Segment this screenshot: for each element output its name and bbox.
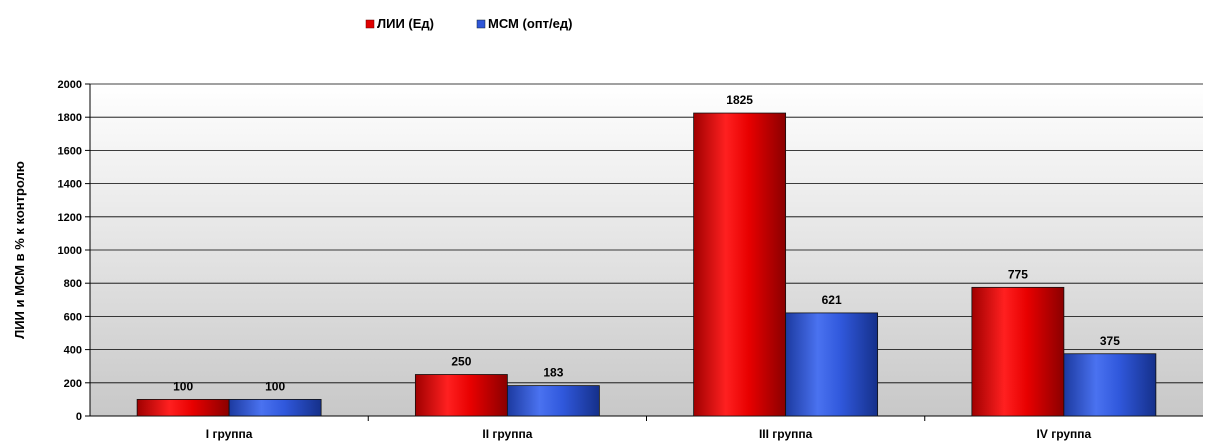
y-tick-label: 0 bbox=[76, 411, 82, 423]
y-tick-label: 2000 bbox=[58, 79, 82, 91]
data-label: 621 bbox=[822, 293, 842, 307]
bar-series-2-3 bbox=[785, 312, 879, 417]
legend-label-series-1: ЛИИ (Ед) bbox=[377, 16, 434, 31]
bar-series-1-3 bbox=[693, 112, 787, 417]
y-axis-label: ЛИИ и МСМ в % к контролю bbox=[12, 161, 27, 339]
y-tick-label: 600 bbox=[64, 311, 82, 323]
data-labels: 100 100 250 183 1825 621 775 375 bbox=[173, 93, 1120, 393]
y-tick-label: 1000 bbox=[58, 245, 82, 257]
legend-label-series-2: МСМ (опт/ед) bbox=[488, 16, 572, 31]
y-tick-label: 800 bbox=[64, 278, 82, 290]
legend-swatch-series-1 bbox=[365, 19, 375, 29]
bar-series-1-1 bbox=[136, 398, 230, 417]
y-tick-label: 1600 bbox=[58, 145, 82, 157]
y-axis: 0 200 400 600 800 1000 1200 1400 1600 1800 2000 bbox=[58, 79, 91, 423]
x-axis: I группа II группа III группа IV группа bbox=[90, 415, 1203, 441]
legend-swatch-series-2 bbox=[476, 19, 486, 29]
x-tick-label: II группа bbox=[482, 427, 532, 441]
y-tick-label: 400 bbox=[64, 345, 82, 357]
data-label: 100 bbox=[173, 379, 193, 393]
bar-series-1-4 bbox=[971, 286, 1065, 417]
data-label: 250 bbox=[451, 355, 471, 369]
y-tick-label: 200 bbox=[64, 378, 82, 390]
y-tick-label: 1200 bbox=[58, 212, 82, 224]
bar-series-2-1 bbox=[228, 398, 322, 417]
data-label: 775 bbox=[1008, 267, 1028, 281]
bars bbox=[136, 112, 1157, 417]
bar-series-2-4 bbox=[1063, 353, 1157, 417]
bar-series-1-2 bbox=[414, 374, 508, 417]
data-label: 183 bbox=[543, 366, 563, 380]
x-tick-label: III группа bbox=[759, 427, 813, 441]
gridlines bbox=[90, 83, 1203, 417]
bar-series-2-2 bbox=[506, 385, 600, 417]
data-label: 375 bbox=[1100, 334, 1120, 348]
data-label: 100 bbox=[265, 379, 285, 393]
y-tick-label: 1800 bbox=[58, 112, 82, 124]
y-tick-label: 1400 bbox=[58, 179, 82, 191]
x-tick-label: IV группа bbox=[1037, 427, 1092, 441]
legend: ЛИИ (Ед) МСМ (опт/ед) bbox=[365, 16, 572, 31]
x-tick-label: I группа bbox=[206, 427, 253, 441]
data-label: 1825 bbox=[726, 93, 753, 107]
